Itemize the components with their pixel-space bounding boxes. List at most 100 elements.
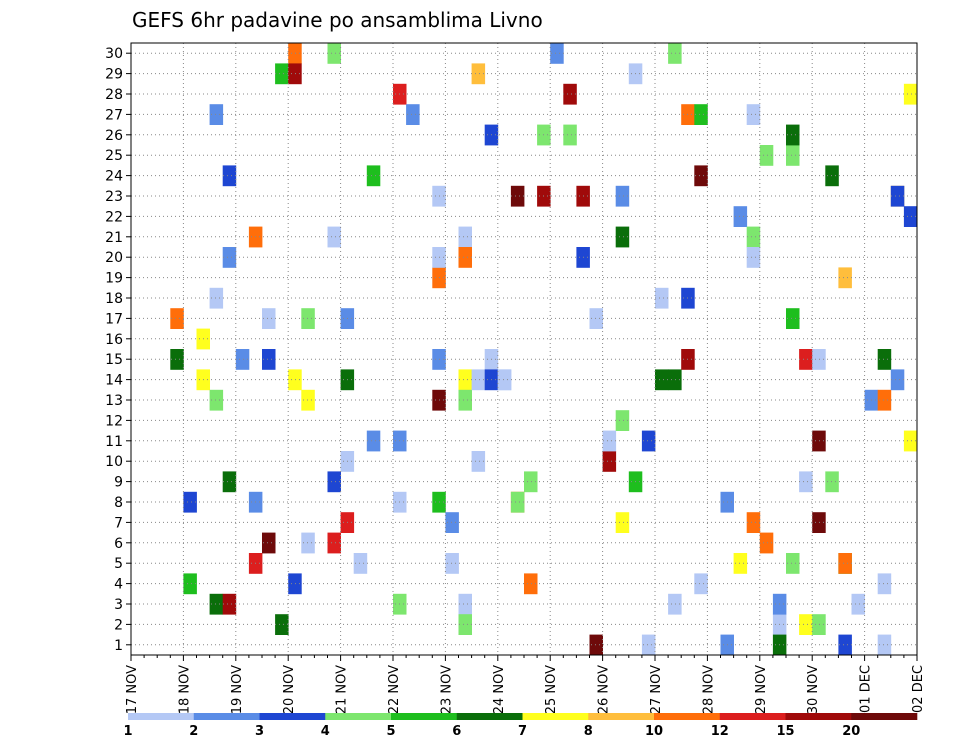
legend-swatch (325, 713, 392, 720)
legend-label: 2 (189, 724, 198, 739)
heatmap-cell (301, 532, 315, 554)
heatmap-cell (786, 308, 800, 329)
y-tick-label: 6 (114, 536, 123, 552)
y-tick-label: 20 (105, 250, 123, 266)
x-tick-label: 18 NOV (177, 665, 192, 714)
y-tick-label: 15 (105, 352, 123, 368)
heatmap-cell (812, 512, 826, 533)
heatmap-cell (812, 349, 826, 370)
heatmap-cell (746, 226, 761, 248)
y-tick-label: 27 (105, 107, 123, 123)
y-tick-label: 8 (114, 495, 123, 511)
heatmap-cell (458, 226, 472, 248)
legend-swatch (456, 713, 523, 720)
x-tick-label: 20 NOV (282, 665, 297, 714)
heatmap-cell (524, 471, 538, 493)
x-axis: 17 NOV 18 NOV 19 NOV 20 NOV 21 NOV 22 NOV 23 N… (125, 655, 926, 714)
heatmap-cell (366, 165, 381, 187)
legend-swatch (259, 713, 326, 720)
heatmap-cell (209, 389, 224, 411)
y-tick-label: 23 (105, 189, 123, 205)
heatmap-cell (733, 553, 748, 574)
heatmap-cell (183, 573, 197, 595)
legend-label: 12 (711, 724, 729, 739)
heatmap-cell (524, 573, 538, 595)
legend-label: 10 (645, 724, 663, 739)
heatmap-cell (406, 104, 420, 125)
heatmap-cell (877, 389, 892, 411)
heatmap-cell (222, 593, 237, 615)
heatmap-cell (786, 124, 800, 146)
heatmap-cell (550, 43, 564, 64)
x-tick-label: 30 NOV (806, 665, 821, 714)
y-tick-label: 26 (105, 128, 123, 144)
y-tick-label: 11 (105, 434, 123, 450)
x-tick-label: 23 NOV (439, 665, 454, 714)
heatmap-cell (759, 145, 774, 166)
heatmap-cell (668, 593, 682, 615)
legend-swatch (654, 713, 721, 720)
heatmap-cell (615, 512, 630, 533)
heatmap-cell (510, 491, 525, 513)
y-tick-label: 30 (105, 46, 123, 62)
legend-label: 15 (776, 724, 794, 739)
legend-swatch (391, 713, 458, 720)
heatmap-cell (641, 430, 656, 452)
heatmap-cell (812, 430, 826, 452)
heatmap-cell (222, 247, 237, 268)
y-axis: 1234567891011121314151617181920212223242… (105, 46, 131, 654)
x-tick-label: 02 DEC (911, 665, 926, 713)
heatmap-cell (851, 593, 865, 615)
heatmap-cell (458, 614, 472, 635)
heatmap-cell (890, 369, 905, 391)
y-tick-label: 12 (105, 413, 123, 429)
heatmap-cell (262, 349, 276, 370)
y-tick-label: 16 (105, 332, 123, 348)
heatmap-cell (510, 185, 525, 207)
heatmap-cell (471, 369, 486, 391)
heatmap-cell (615, 185, 630, 207)
y-tick-label: 10 (105, 454, 123, 470)
heatmap-cell (327, 532, 341, 554)
x-tick-label: 29 NOV (754, 665, 769, 714)
y-tick-label: 28 (105, 87, 123, 103)
y-tick-label: 25 (105, 148, 123, 164)
y-tick-label: 21 (105, 230, 123, 246)
heatmap-cell (668, 43, 682, 64)
heatmap-cell (222, 165, 237, 187)
heatmap-cell (877, 573, 892, 595)
heatmap-cell (445, 553, 459, 574)
heatmap-cell (877, 634, 892, 656)
heatmap-cell (694, 165, 708, 187)
y-tick-label: 3 (114, 597, 123, 613)
legend-swatch (719, 713, 786, 720)
legend-swatch (522, 713, 589, 720)
heatmap-cell (275, 63, 289, 85)
heatmap-cell (694, 573, 708, 595)
heatmap-cell (327, 43, 341, 64)
x-tick-label: 26 NOV (597, 665, 612, 714)
legend-label: 8 (584, 724, 593, 739)
y-tick-label: 29 (105, 67, 123, 83)
y-tick-label: 17 (105, 311, 123, 327)
heatmap-cell (170, 308, 184, 329)
heatmap-cell (903, 83, 918, 105)
heatmap-cell (458, 247, 472, 268)
legend-swatch (128, 713, 195, 720)
y-tick-label: 19 (105, 271, 123, 287)
y-tick-label: 2 (114, 617, 123, 633)
heatmap-cell (183, 491, 197, 513)
heatmap-cell (890, 185, 905, 207)
y-tick-label: 14 (105, 373, 123, 389)
x-tick-label: 22 NOV (387, 665, 402, 714)
heatmap-cell (655, 287, 669, 309)
heatmap-cell (170, 349, 184, 370)
heatmap-cell (589, 634, 603, 656)
heatmap-cell (903, 430, 918, 452)
heatmap-cell (262, 532, 276, 554)
heatmap-cell (563, 124, 577, 146)
heatmap-cell (838, 634, 852, 656)
x-tick-label: 27 NOV (649, 665, 664, 714)
heatmap-cell (209, 287, 224, 309)
